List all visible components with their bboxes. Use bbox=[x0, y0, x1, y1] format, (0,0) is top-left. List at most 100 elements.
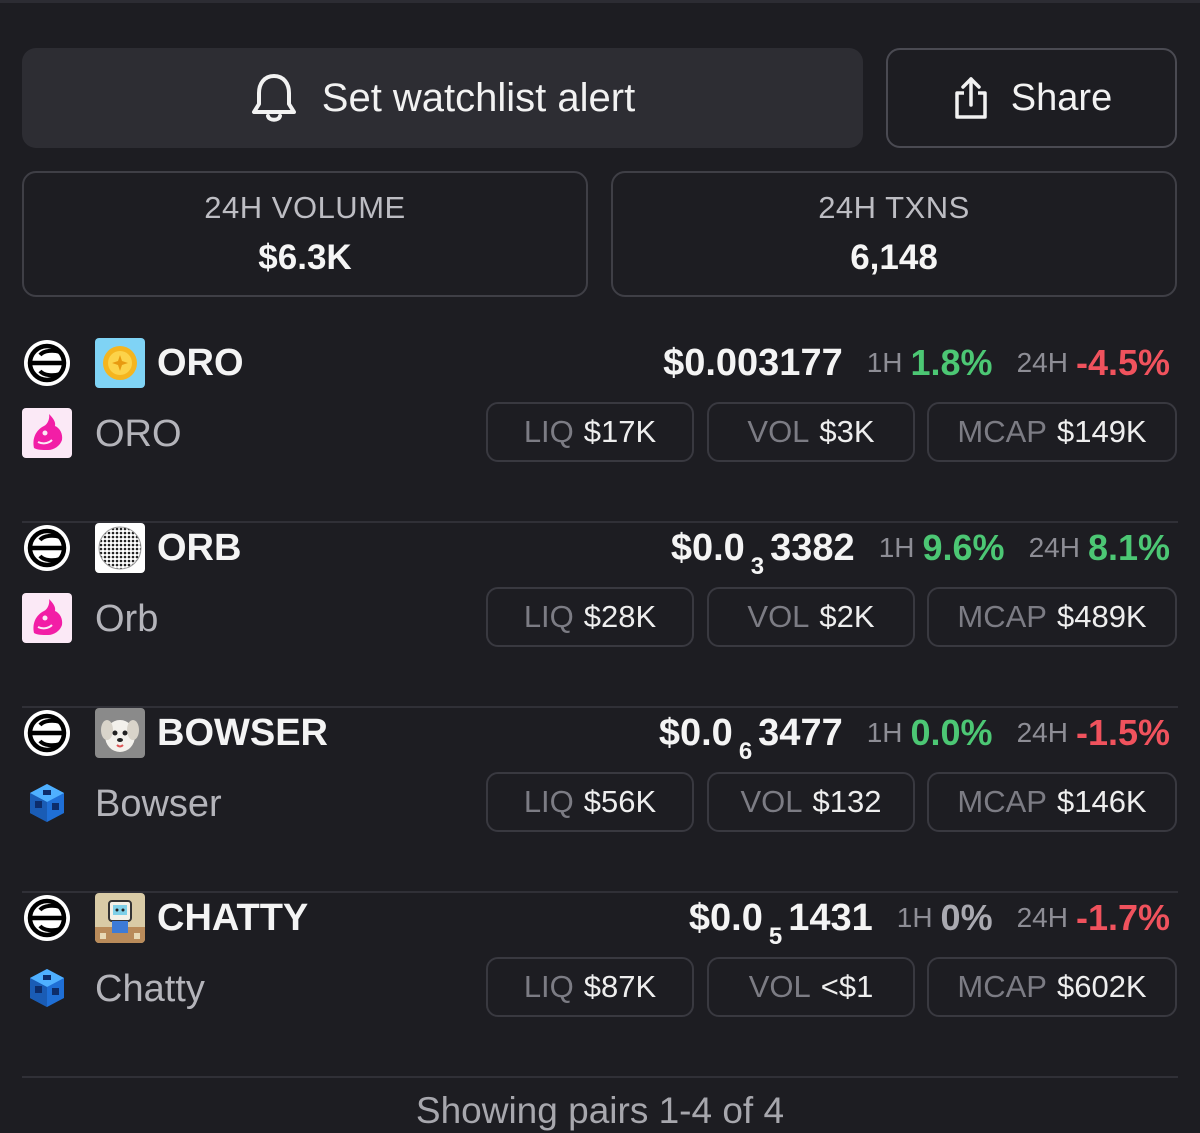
change-24h-label: 24H bbox=[1016, 717, 1068, 748]
pair-row[interactable]: ORO ORO $0.003177 1H 1.8% 24H -4.5% LIQ $17K VOL $… bbox=[0, 338, 1200, 523]
volume-chip: VOL $3K bbox=[707, 402, 915, 462]
uniswap-icon bbox=[22, 408, 72, 458]
market-cap-chip: MCAP $146K bbox=[927, 772, 1177, 832]
price-line: $0.0 6 3477 1H 0.0% 24H -1.5% bbox=[658, 708, 1170, 765]
row-divider bbox=[22, 891, 1178, 893]
token-name: Orb bbox=[95, 598, 159, 640]
share-label: Share bbox=[1010, 76, 1113, 119]
stat-24h-txns-label: 24H TXNS bbox=[818, 190, 970, 225]
token-price: $0.0 3 3382 bbox=[670, 526, 855, 580]
volume-value: $132 bbox=[812, 784, 882, 819]
volume-label: VOL bbox=[747, 414, 810, 449]
share-icon bbox=[955, 77, 987, 119]
price-prefix: $0.003177 bbox=[663, 341, 843, 384]
liquidity-label: LIQ bbox=[523, 969, 574, 1004]
token-symbol: ORO bbox=[157, 342, 244, 384]
pagination-summary: Showing pairs 1-4 of 4 bbox=[415, 1090, 785, 1131]
share-button[interactable]: Share bbox=[886, 48, 1177, 148]
price-line: $0.0 3 3382 1H 9.6% 24H 8.1% bbox=[670, 523, 1170, 580]
set-watchlist-alert-button[interactable]: Set watchlist alert bbox=[22, 48, 863, 148]
change-1h-value: 1.8% bbox=[910, 342, 993, 383]
change-1h-label: 1H bbox=[866, 347, 903, 378]
price-prefix: $0.0 bbox=[658, 711, 733, 754]
token-symbol: CHATTY bbox=[157, 897, 309, 939]
stat-24h-txns: 24H TXNS 6,148 bbox=[611, 171, 1177, 297]
change-24h-label: 24H bbox=[1028, 532, 1080, 563]
uniswap-icon bbox=[22, 593, 72, 643]
market-cap-chip: MCAP $489K bbox=[927, 587, 1177, 647]
liquidity-value: $28K bbox=[583, 599, 657, 634]
change-24h-value: 8.1% bbox=[1087, 527, 1170, 568]
top-border bbox=[0, 0, 1200, 3]
stat-24h-volume-value: $6.3K bbox=[258, 238, 352, 277]
market-cap-chip: MCAP $602K bbox=[927, 957, 1177, 1017]
change-24h-value: -1.7% bbox=[1075, 897, 1170, 938]
liquidity-value: $17K bbox=[583, 414, 657, 449]
change-1h-label: 1H bbox=[878, 532, 915, 563]
price-prefix: $0.0 bbox=[670, 526, 745, 569]
price-zero-count: 6 bbox=[738, 737, 753, 765]
liquidity-chip: LIQ $17K bbox=[486, 402, 694, 462]
cube-dex-icon bbox=[22, 778, 72, 828]
change-1h-value: 0% bbox=[940, 897, 993, 938]
price-digits: 1431 bbox=[788, 896, 873, 939]
price-line: $0.003177 1H 1.8% 24H -4.5% bbox=[663, 338, 1170, 388]
market-cap-label: MCAP bbox=[957, 414, 1047, 449]
dog-avatar-icon bbox=[95, 708, 145, 758]
volume-chip: VOL $132 bbox=[707, 772, 915, 832]
liquidity-label: LIQ bbox=[523, 784, 574, 819]
price-zero-count: 3 bbox=[750, 552, 765, 580]
volume-value: $3K bbox=[819, 414, 875, 449]
price-line: $0.0 5 1431 1H 0% 24H -1.7% bbox=[688, 893, 1170, 950]
price-digits: 3382 bbox=[770, 526, 855, 569]
volume-chip: VOL <$1 bbox=[707, 957, 915, 1017]
robot-avatar-icon bbox=[95, 893, 145, 943]
token-symbol: BOWSER bbox=[157, 712, 328, 754]
worldchain-icon bbox=[22, 523, 72, 573]
worldchain-icon bbox=[22, 708, 72, 758]
liquidity-label: LIQ bbox=[523, 414, 574, 449]
token-price: $0.003177 bbox=[663, 342, 843, 385]
market-cap-value: $489K bbox=[1056, 599, 1147, 634]
change-24h-value: -1.5% bbox=[1075, 712, 1170, 753]
set-watchlist-alert-label: Set watchlist alert bbox=[321, 75, 636, 120]
orb-sphere-icon bbox=[95, 523, 145, 573]
row-divider bbox=[22, 1076, 1178, 1078]
change-1h-label: 1H bbox=[896, 902, 933, 933]
cube-dex-icon bbox=[22, 963, 72, 1013]
market-cap-value: $149K bbox=[1056, 414, 1147, 449]
token-price: $0.0 5 1431 bbox=[688, 896, 873, 950]
stat-24h-txns-value: 6,148 bbox=[850, 238, 938, 277]
market-cap-label: MCAP bbox=[957, 784, 1047, 819]
stat-24h-volume-label: 24H VOLUME bbox=[204, 190, 406, 225]
market-cap-label: MCAP bbox=[957, 599, 1047, 634]
token-price: $0.0 6 3477 bbox=[658, 711, 843, 765]
stat-24h-volume: 24H VOLUME $6.3K bbox=[22, 171, 588, 297]
pair-row[interactable]: CHATTY Chatty $0.0 5 1431 1H 0% 24H -1.7% LIQ $87K… bbox=[0, 893, 1200, 1078]
token-name: Chatty bbox=[95, 968, 205, 1010]
change-24h-label: 24H bbox=[1016, 902, 1068, 933]
market-cap-value: $146K bbox=[1056, 784, 1147, 819]
row-divider bbox=[22, 706, 1178, 708]
change-1h-value: 9.6% bbox=[922, 527, 1005, 568]
market-cap-chip: MCAP $149K bbox=[927, 402, 1177, 462]
liquidity-label: LIQ bbox=[523, 599, 574, 634]
volume-value: $2K bbox=[819, 599, 875, 634]
price-prefix: $0.0 bbox=[688, 896, 763, 939]
worldchain-icon bbox=[22, 893, 72, 943]
change-1h-label: 1H bbox=[866, 717, 903, 748]
market-cap-label: MCAP bbox=[957, 969, 1047, 1004]
liquidity-chip: LIQ $28K bbox=[486, 587, 694, 647]
volume-label: VOL bbox=[740, 784, 803, 819]
price-digits: 3477 bbox=[758, 711, 843, 754]
volume-chip: VOL $2K bbox=[707, 587, 915, 647]
market-cap-value: $602K bbox=[1056, 969, 1147, 1004]
volume-value: <$1 bbox=[820, 969, 874, 1004]
pair-row[interactable]: BOWSER Bowser $0.0 6 3477 1H 0.0% 24H -1.5% LIQ $5… bbox=[0, 708, 1200, 893]
liquidity-value: $87K bbox=[583, 969, 657, 1004]
pair-row[interactable]: ORB Orb $0.0 3 3382 1H 9.6% 24H 8.1% LIQ $28K VOL $2… bbox=[0, 523, 1200, 708]
liquidity-chip: LIQ $87K bbox=[486, 957, 694, 1017]
worldchain-icon bbox=[22, 338, 72, 388]
change-24h-label: 24H bbox=[1016, 347, 1068, 378]
volume-label: VOL bbox=[747, 599, 810, 634]
